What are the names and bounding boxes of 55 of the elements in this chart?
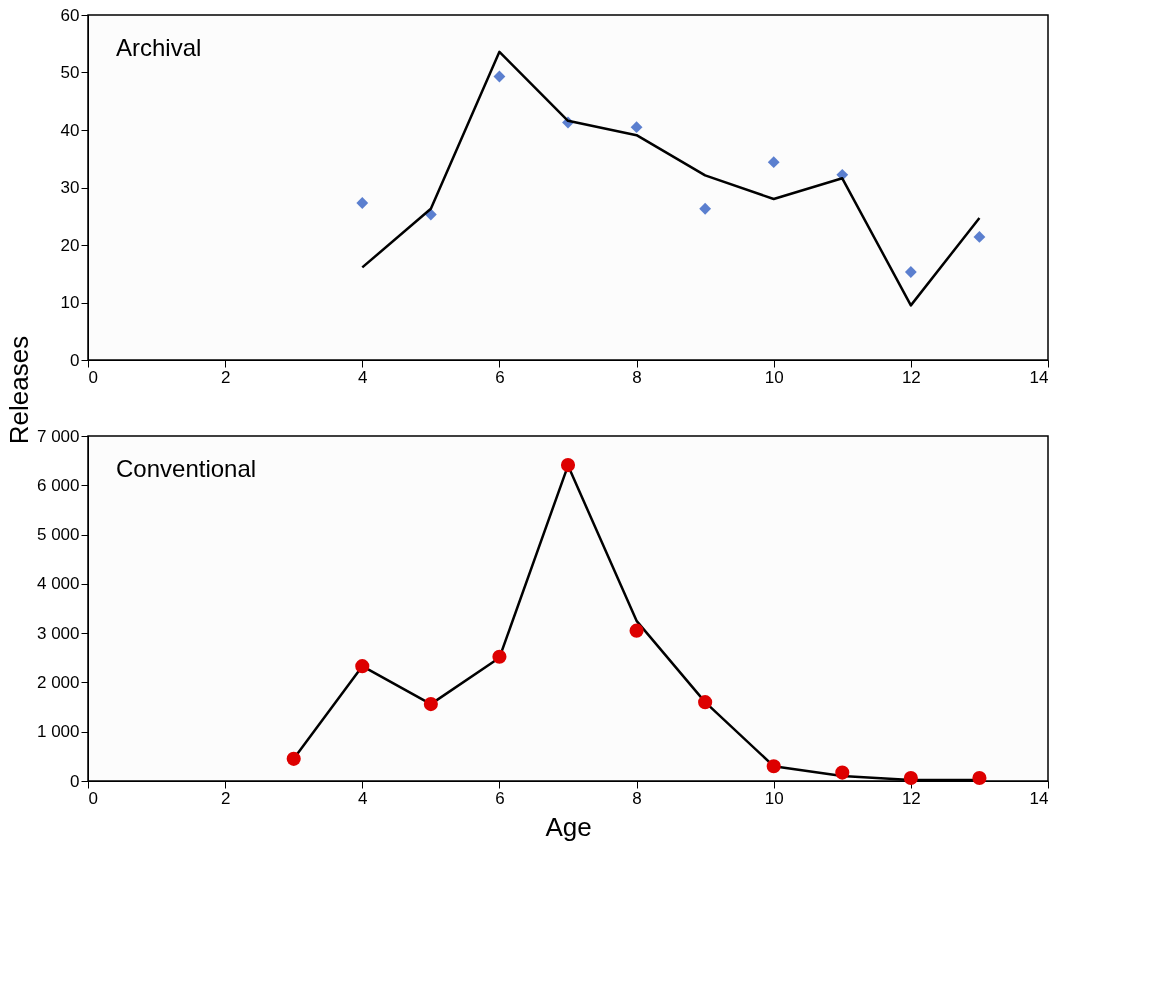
point xyxy=(904,266,917,278)
x-tick-label: 0 xyxy=(88,367,98,387)
x-tick-label: 12 xyxy=(901,788,921,808)
point xyxy=(286,751,301,766)
y-tick-label: 1 000 xyxy=(36,722,80,742)
x-tick-label: 6 xyxy=(495,788,505,808)
y-axis-title: Releases xyxy=(4,335,34,445)
y-tick-label: 7 000 xyxy=(36,426,80,446)
point xyxy=(766,759,781,774)
point xyxy=(493,70,506,83)
line-series xyxy=(361,50,981,307)
x-tick-label: 14 xyxy=(1029,367,1049,387)
point xyxy=(629,623,644,638)
y-tick-label: 50 xyxy=(60,63,80,82)
y-tick-label: 60 xyxy=(60,5,80,25)
point xyxy=(423,697,438,712)
point xyxy=(560,458,576,473)
y-tick-label: 6 000 xyxy=(36,475,80,495)
x-tick-label: 4 xyxy=(358,788,368,808)
point xyxy=(698,695,713,710)
annotation: Archival xyxy=(116,34,202,61)
x-axis-title: Age xyxy=(545,811,592,842)
x-tick-label: 6 xyxy=(495,367,505,387)
point xyxy=(972,770,987,786)
y-tick-label: 20 xyxy=(60,235,80,255)
x-tick-label: 14 xyxy=(1029,788,1049,808)
point xyxy=(492,649,507,664)
y-tick-label: 40 xyxy=(60,120,80,140)
point xyxy=(699,202,712,215)
x-tick-label: 8 xyxy=(632,788,642,808)
x-tick-label: 12 xyxy=(901,367,921,387)
x-tick-label: 4 xyxy=(358,367,368,387)
point xyxy=(903,770,918,786)
x-tick-label: 8 xyxy=(632,367,642,387)
x-tick-label: 2 xyxy=(220,788,231,808)
y-tick-label: 30 xyxy=(60,178,80,197)
y-tick-label: 5 000 xyxy=(36,525,80,545)
x-tick-label: 0 xyxy=(88,788,98,808)
y-tick-label: 0 xyxy=(70,350,80,370)
x-tick-label: 10 xyxy=(764,788,784,808)
point xyxy=(767,156,780,169)
y-tick-label: 2 000 xyxy=(36,672,80,692)
y-tick-label: 3 000 xyxy=(36,623,80,643)
x-tick-label: 2 xyxy=(220,367,231,387)
point xyxy=(356,197,369,209)
y-tick-label: 10 xyxy=(60,293,80,312)
annotation: Conventional xyxy=(116,455,257,482)
y-tick-label: 0 xyxy=(70,771,80,791)
point xyxy=(630,121,643,134)
point xyxy=(835,765,850,780)
x-tick-label: 10 xyxy=(764,367,784,387)
point xyxy=(355,659,370,674)
y-tick-label: 4 000 xyxy=(36,574,80,594)
point xyxy=(424,208,437,221)
point xyxy=(973,231,986,243)
